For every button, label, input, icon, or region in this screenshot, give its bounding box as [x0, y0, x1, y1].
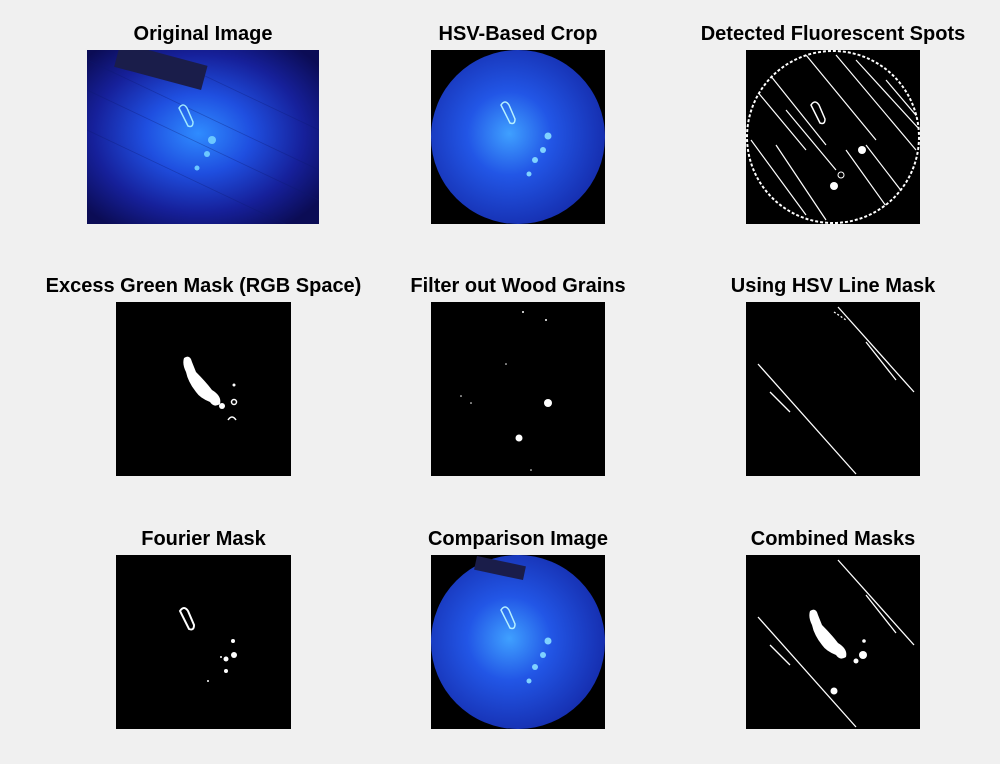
panel-fourier-mask: Fourier Mask: [116, 529, 291, 729]
detected-spots-mask: [746, 50, 920, 224]
hsv-crop-image: [431, 50, 605, 224]
panel-title: Combined Masks: [750, 528, 916, 550]
panel-title: Filter out Wood Grains: [410, 275, 626, 297]
comparison-image: [431, 555, 605, 729]
panel-detected-spots: Detected Fluorescent Spots: [701, 24, 965, 224]
panel-hsv-line-mask: Using HSV Line Mask: [731, 276, 935, 476]
panel-title: Comparison Image: [427, 528, 609, 550]
panel-title: Detected Fluorescent Spots: [700, 23, 966, 45]
panel-title: Original Image: [133, 23, 273, 45]
wood-grain-filter-image: [460, 311, 552, 471]
panel-combined-masks: Combined Masks: [746, 529, 920, 729]
panel-filter-wood-grains: Filter out Wood Grains: [410, 276, 626, 476]
hsv-line-mask-image: [757, 306, 915, 475]
combined-masks-image: [757, 559, 915, 728]
panel-original-image: Original Image: [87, 24, 319, 224]
panel-hsv-crop: HSV-Based Crop: [431, 24, 605, 224]
panel-title: Using HSV Line Mask: [730, 275, 936, 297]
original-photo: [87, 50, 319, 224]
panel-excess-green-mask: Excess Green Mask (RGB Space): [46, 276, 361, 476]
panel-title: Fourier Mask: [141, 528, 266, 550]
panel-title: Excess Green Mask (RGB Space): [45, 275, 362, 297]
fourier-mask-image: [178, 607, 237, 682]
excess-green-mask-image: [183, 356, 238, 421]
panel-title: HSV-Based Crop: [438, 23, 598, 45]
panel-comparison-image: Comparison Image: [428, 529, 608, 729]
